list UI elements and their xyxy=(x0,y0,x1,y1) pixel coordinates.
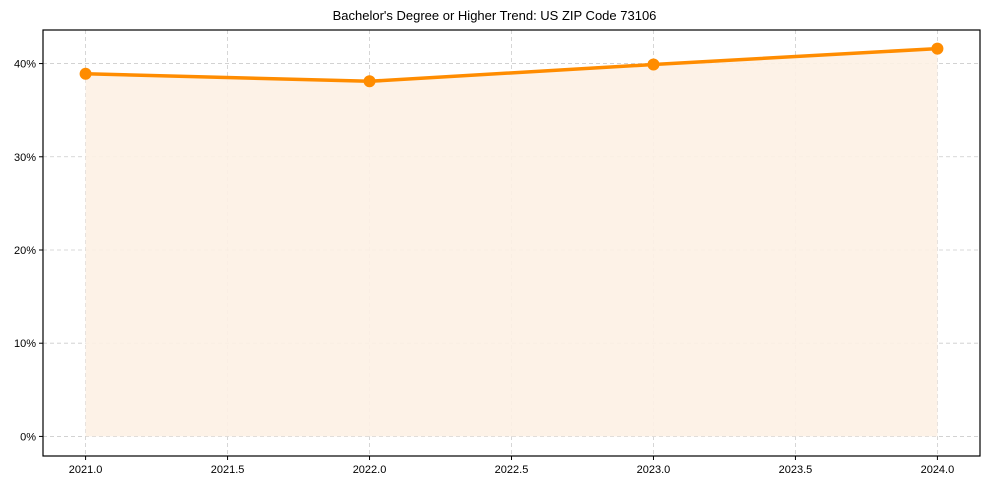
chart-title: Bachelor's Degree or Higher Trend: US ZI… xyxy=(332,8,657,23)
data-point xyxy=(647,58,660,71)
data-markers xyxy=(79,42,944,88)
y-tick-label: 20% xyxy=(14,245,36,257)
data-point xyxy=(79,67,92,80)
x-tick-label: 2023.0 xyxy=(637,464,671,476)
x-axis: 2021.0 2021.5 2022.0 2022.5 2023.0 2023.5 2024… xyxy=(69,456,954,476)
y-axis: 0% 10% 20% 30% 40% xyxy=(14,59,43,443)
y-tick-label: 40% xyxy=(14,59,36,71)
x-tick-label: 2022.5 xyxy=(495,464,529,476)
data-point xyxy=(363,75,376,88)
y-tick-label: 30% xyxy=(14,152,36,164)
x-tick-label: 2021.0 xyxy=(69,464,103,476)
data-line xyxy=(85,46,938,84)
y-tick-label: 0% xyxy=(20,431,36,443)
area-fill xyxy=(85,48,938,437)
y-tick-label: 10% xyxy=(14,338,36,350)
x-tick-label: 2023.5 xyxy=(779,464,813,476)
x-tick-label: 2024.0 xyxy=(921,464,955,476)
data-point xyxy=(931,42,944,55)
x-tick-label: 2022.0 xyxy=(353,464,387,476)
x-tick-label: 2021.5 xyxy=(211,464,245,476)
